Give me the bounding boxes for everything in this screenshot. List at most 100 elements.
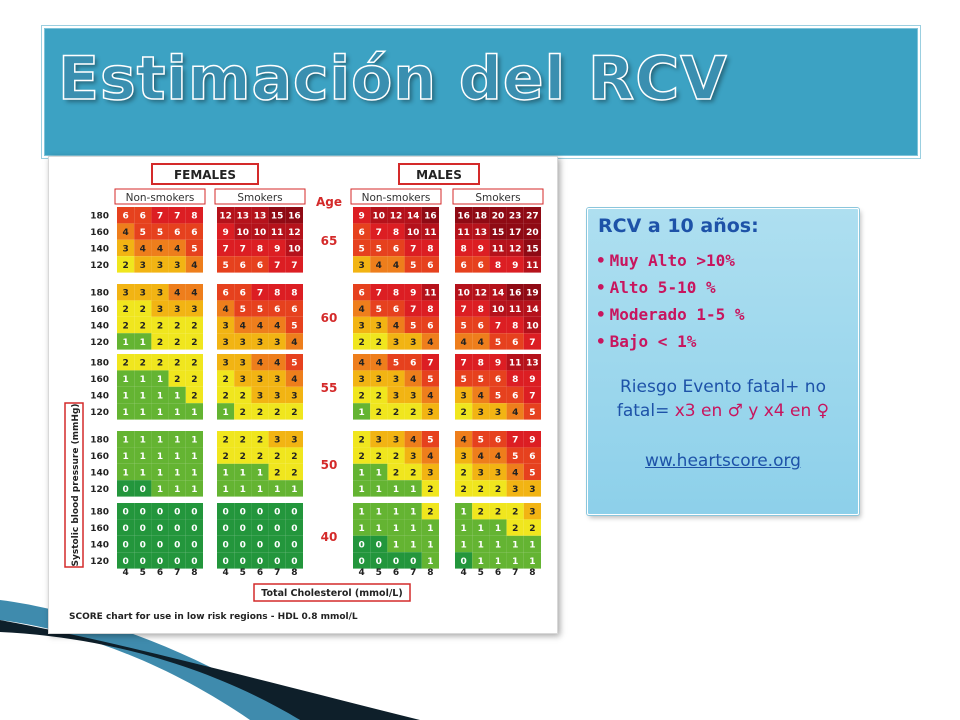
risk-value: 3 bbox=[495, 408, 501, 418]
x-axis-label: Total Cholesterol (mmol/L) bbox=[261, 588, 402, 599]
risk-cell bbox=[489, 300, 507, 317]
risk-cell bbox=[185, 431, 203, 448]
risk-value: 3 bbox=[393, 392, 399, 402]
risk-value: 2 bbox=[157, 338, 163, 348]
risk-cell bbox=[117, 535, 135, 553]
risk-value: 3 bbox=[274, 436, 280, 446]
risk-cell bbox=[151, 519, 169, 536]
risk-cell bbox=[404, 256, 422, 273]
risk-cell bbox=[217, 386, 235, 404]
risk-value: 9 bbox=[358, 212, 364, 222]
risk-value: 2 bbox=[376, 338, 382, 348]
heartscore-link[interactable]: ww.heartscore.org bbox=[645, 451, 801, 471]
risk-cell bbox=[506, 431, 524, 448]
cholesterol-tick: 7 bbox=[410, 568, 416, 578]
risk-cell bbox=[268, 535, 286, 553]
risk-cell bbox=[151, 503, 169, 520]
risk-cell bbox=[455, 386, 473, 404]
age-label: 55 bbox=[321, 381, 338, 395]
risk-value: 1 bbox=[122, 436, 128, 446]
risk-value: 4 bbox=[512, 469, 518, 479]
risk-cell bbox=[387, 463, 405, 481]
risk-value: 2 bbox=[274, 469, 280, 479]
risk-cell bbox=[421, 223, 439, 240]
risk-cell bbox=[251, 207, 269, 224]
risk-cell bbox=[151, 223, 169, 240]
risk-cell bbox=[523, 519, 541, 536]
risk-value: 6 bbox=[393, 305, 399, 315]
risk-value: 0 bbox=[222, 541, 228, 551]
risk-value: 0 bbox=[291, 508, 297, 518]
risk-cell bbox=[387, 284, 405, 301]
risk-value: 1 bbox=[157, 485, 163, 495]
sbp-tick: 180 bbox=[90, 436, 109, 446]
risk-cell bbox=[353, 333, 371, 350]
risk-value: 10 bbox=[254, 228, 267, 238]
risk-value: 11 bbox=[424, 289, 437, 299]
risk-value: 6 bbox=[191, 228, 197, 238]
risk-value: 1 bbox=[376, 485, 382, 495]
risk-value: 2 bbox=[358, 436, 364, 446]
risk-value: 2 bbox=[191, 375, 197, 385]
risk-cell bbox=[134, 239, 152, 257]
risk-cell bbox=[168, 552, 186, 569]
risk-cell bbox=[168, 256, 186, 273]
risk-value: 4 bbox=[427, 452, 433, 462]
risk-cell bbox=[353, 503, 371, 520]
risk-value: 2 bbox=[222, 436, 228, 446]
risk-cell bbox=[370, 403, 388, 420]
risk-cell bbox=[421, 463, 439, 481]
risk-value: 2 bbox=[427, 508, 433, 518]
risk-value: 0 bbox=[240, 541, 246, 551]
risk-value: 0 bbox=[257, 557, 263, 567]
risk-value: 3 bbox=[222, 359, 228, 369]
risk-value: 4 bbox=[512, 408, 518, 418]
risk-cell bbox=[472, 354, 490, 371]
risk-cell bbox=[370, 354, 388, 371]
risk-value: 1 bbox=[393, 508, 399, 518]
risk-cell bbox=[268, 503, 286, 520]
risk-cell bbox=[251, 519, 269, 536]
risk-cell bbox=[151, 431, 169, 448]
risk-cell bbox=[234, 552, 252, 569]
risk-value: 1 bbox=[376, 524, 382, 534]
risk-cell bbox=[117, 463, 135, 481]
sbp-tick: 120 bbox=[90, 408, 109, 418]
risk-item-low: • Bajo < 1% bbox=[596, 328, 745, 355]
risk-cell bbox=[134, 552, 152, 569]
risk-cell bbox=[387, 239, 405, 257]
risk-item-label: Alto 5-10 % bbox=[609, 278, 716, 297]
risk-value: 2 bbox=[257, 436, 263, 446]
note-multiplier: x3 en ♂ y x4 en ♀ bbox=[674, 401, 830, 421]
risk-value: 4 bbox=[358, 359, 364, 369]
risk-cell bbox=[489, 256, 507, 273]
risk-cell bbox=[134, 354, 152, 371]
risk-value: 2 bbox=[240, 408, 246, 418]
risk-cell bbox=[421, 447, 439, 464]
risk-value: 15 bbox=[526, 245, 539, 255]
cholesterol-tick: 5 bbox=[376, 568, 382, 578]
risk-value: 1 bbox=[122, 408, 128, 418]
risk-value: 2 bbox=[174, 338, 180, 348]
risk-cell bbox=[506, 370, 524, 387]
risk-value: 17 bbox=[509, 228, 522, 238]
sbp-tick: 160 bbox=[90, 228, 109, 238]
risk-cell bbox=[251, 333, 269, 350]
risk-value: 0 bbox=[174, 541, 180, 551]
risk-cell bbox=[387, 256, 405, 273]
risk-value: 11 bbox=[526, 261, 539, 271]
risk-cell bbox=[472, 256, 490, 273]
risk-cell bbox=[151, 354, 169, 371]
risk-value: 0 bbox=[140, 557, 146, 567]
risk-value: 0 bbox=[257, 524, 263, 534]
risk-cell bbox=[506, 552, 524, 569]
group-header-box bbox=[214, 188, 306, 205]
risk-cell bbox=[353, 284, 371, 301]
risk-cell bbox=[185, 503, 203, 520]
risk-cell bbox=[489, 403, 507, 420]
note-text: Riesgo Evento fatal+ no fatal= bbox=[616, 377, 826, 421]
risk-value: 3 bbox=[460, 452, 466, 462]
risk-cell bbox=[185, 447, 203, 464]
risk-cell bbox=[523, 333, 541, 350]
risk-value: 0 bbox=[291, 541, 297, 551]
